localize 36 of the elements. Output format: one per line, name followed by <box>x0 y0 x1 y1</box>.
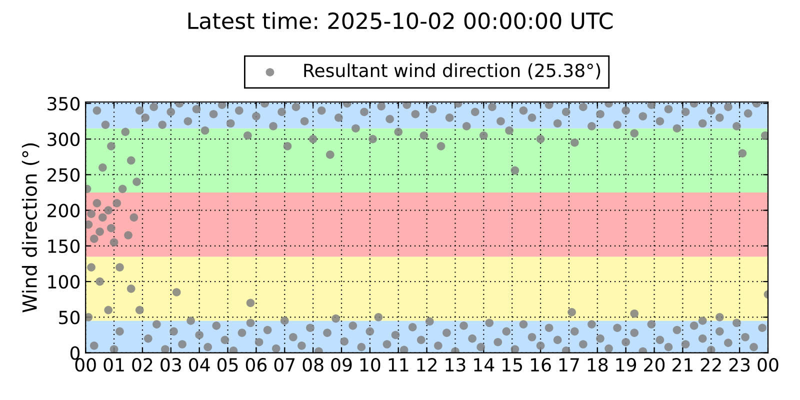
x-tick-label: 00 <box>758 358 778 372</box>
y-tick-label: 150 <box>48 239 80 254</box>
y-tick-label: 0 <box>70 346 80 360</box>
y-tick-label: 100 <box>48 275 80 289</box>
x-tick-label: 09 <box>331 358 352 372</box>
x-tick-label: 13 <box>446 358 466 372</box>
y-axis-title: Wind direction (°) <box>22 143 40 312</box>
x-tick-label: 23 <box>729 358 750 372</box>
x-tick-label: 07 <box>274 358 295 372</box>
x-tick-label: 06 <box>246 358 267 372</box>
x-tick-label: 16 <box>531 358 551 372</box>
x-tick-label: 18 <box>588 358 608 372</box>
y-tick-label: 250 <box>48 168 80 182</box>
chart-title: Latest time: 2025-10-02 00:00:00 UTC <box>188 12 613 30</box>
y-tick-label: 350 <box>48 96 80 111</box>
x-tick-label: 01 <box>104 358 124 372</box>
y-tick-label: 200 <box>48 204 80 218</box>
x-tick-label: 08 <box>302 358 324 372</box>
x-tick-label: 03 <box>160 358 181 372</box>
y-tick-label: 50 <box>59 310 80 324</box>
x-tick-label: 12 <box>417 358 436 372</box>
x-tick-label: 05 <box>217 358 238 372</box>
x-tick-label: 02 <box>132 358 152 372</box>
x-tick-label: 21 <box>672 358 693 372</box>
x-tick-label: 17 <box>559 358 579 372</box>
x-tick-label: 22 <box>700 358 721 372</box>
x-tick-label: 15 <box>502 358 522 372</box>
x-tick-label: 20 <box>644 358 665 372</box>
legend-label: Resultant wind direction (25.38°) <box>304 63 600 80</box>
x-tick-label: 14 <box>474 358 494 372</box>
y-tick-label: 300 <box>48 132 80 146</box>
x-tick-label: 19 <box>616 358 636 372</box>
x-tick-label: 11 <box>388 358 408 372</box>
x-tick-label: 00 <box>75 358 96 372</box>
x-tick-label: 10 <box>360 358 380 372</box>
x-tick-label: 04 <box>189 358 210 372</box>
